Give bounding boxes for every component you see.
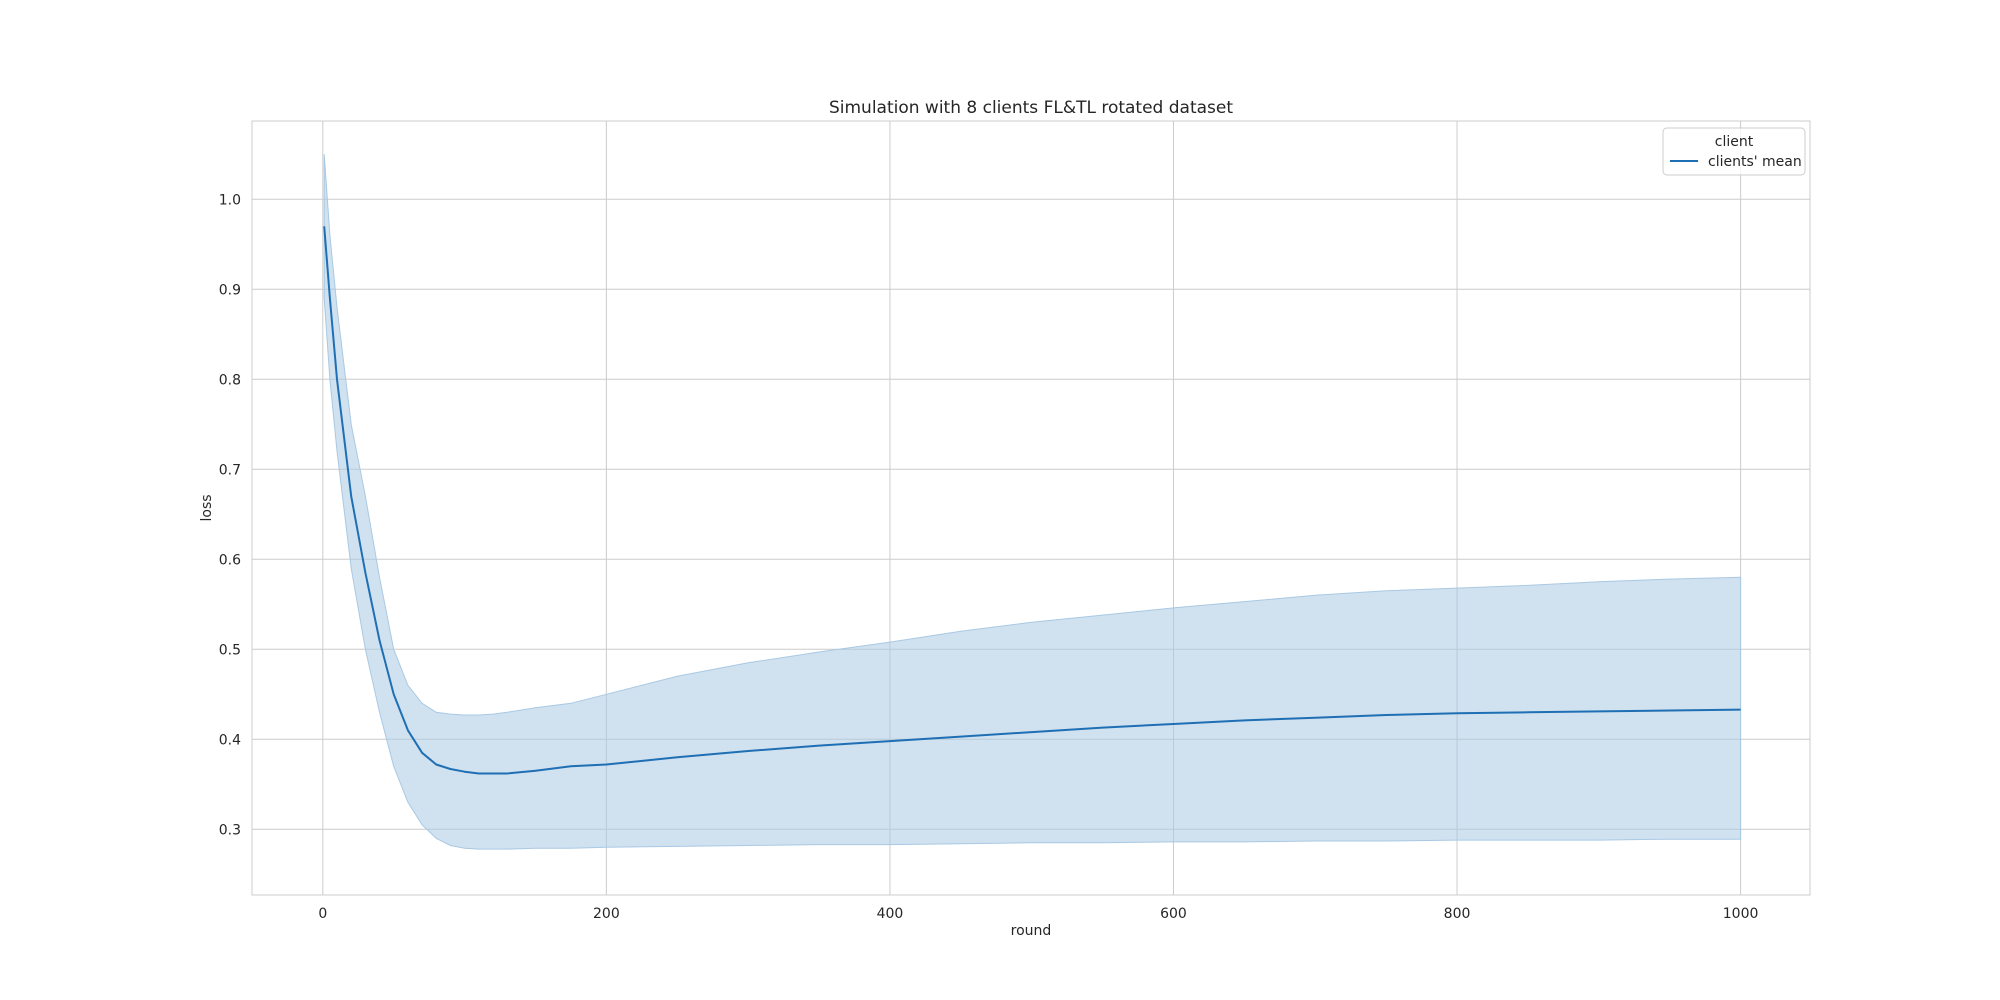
x-tick-label: 200 (593, 906, 620, 922)
legend: client clients' mean (1662, 127, 1806, 176)
series-lines (323, 226, 1741, 775)
x-tick-label: 400 (877, 906, 904, 922)
x-tick-label: 800 (1444, 906, 1471, 922)
y-tick-label: 0.7 (219, 462, 241, 478)
series-line (323, 226, 1741, 775)
y-axis-ticks: 0.3 0.4 0.5 0.6 0.7 0.8 0.9 1.0 (219, 192, 241, 838)
y-tick-label: 0.4 (219, 732, 241, 748)
legend-box (1662, 127, 1806, 176)
y-tick-label: 0.3 (219, 822, 241, 838)
plot-frame (251, 120, 1811, 896)
series-band (323, 154, 1742, 850)
x-axis-ticks: 0 200 400 600 800 1000 (318, 906, 1758, 922)
legend-title: client (1715, 134, 1754, 150)
x-tick-label: 1000 (1723, 906, 1759, 922)
y-tick-label: 0.6 (219, 552, 241, 568)
x-axis-label: round (1011, 923, 1052, 939)
x-tick-label: 0 (318, 906, 327, 922)
y-tick-label: 1.0 (219, 192, 241, 208)
chart-title: Simulation with 8 clients FL&TL rotated … (829, 98, 1233, 118)
y-tick-label: 0.5 (219, 642, 241, 658)
confidence-band (323, 154, 1742, 850)
grid (252, 121, 1810, 895)
x-tick-label: 600 (1160, 906, 1187, 922)
y-axis-label: loss (199, 494, 215, 521)
y-tick-label: 0.8 (219, 372, 241, 388)
legend-entry-label: clients' mean (1708, 154, 1802, 170)
y-tick-label: 0.9 (219, 282, 241, 298)
